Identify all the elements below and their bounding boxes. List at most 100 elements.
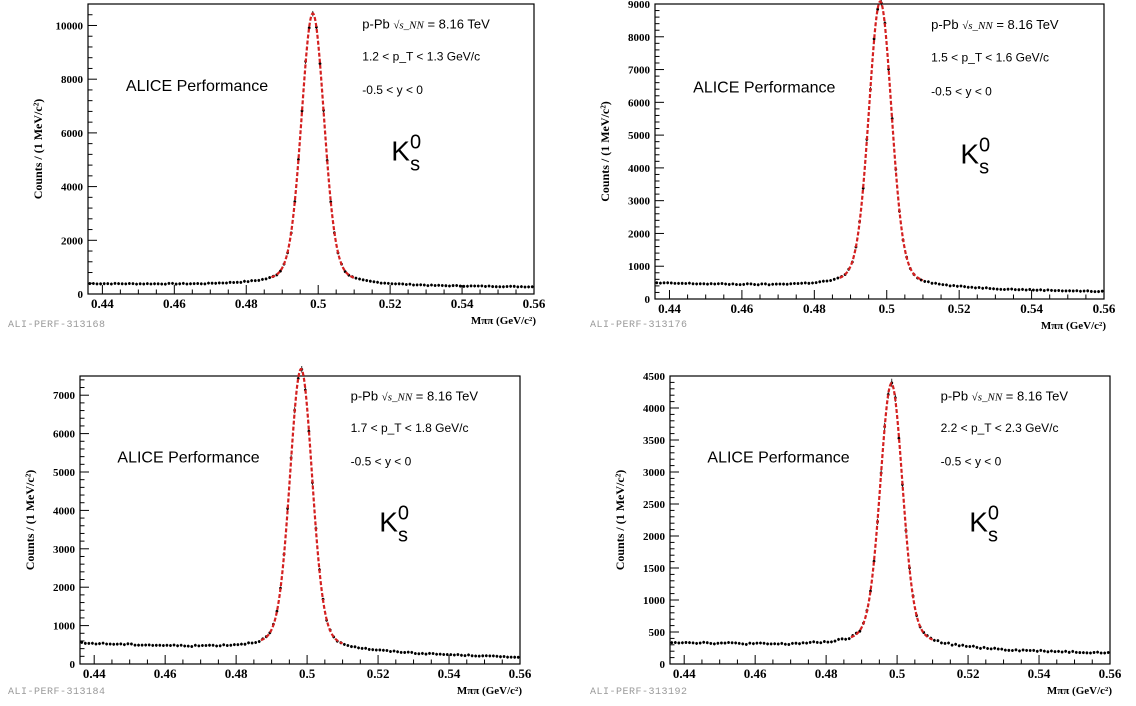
- data-point: [1085, 651, 1089, 655]
- data-point: [1096, 650, 1099, 654]
- data-point: [161, 644, 165, 647]
- y-axis-label: Counts / (1 MeV/c²): [23, 470, 37, 571]
- data-point: [727, 641, 730, 644]
- data-point: [1021, 288, 1024, 291]
- data-point: [1028, 288, 1032, 291]
- data-point: [1003, 648, 1007, 652]
- energy-symbol: √s_NN: [382, 391, 413, 403]
- data-point: [1106, 651, 1110, 654]
- data-point: [800, 281, 804, 285]
- data-point: [833, 639, 837, 643]
- data-point: [709, 282, 713, 286]
- data-point: [959, 284, 963, 288]
- x-axis: 0.44 0.46 0.48 0.5 0.52 0.54 0.56: [91, 285, 546, 311]
- data-point: [759, 641, 762, 645]
- y-tick-label: 7000: [628, 65, 651, 77]
- data-point: [1075, 289, 1079, 293]
- plot-frame: [79, 375, 521, 665]
- data-point: [137, 643, 140, 647]
- data-point: [174, 282, 178, 286]
- data-point: [88, 282, 92, 285]
- data-point: [169, 644, 172, 647]
- data-point: [474, 654, 478, 658]
- data-point: [257, 640, 261, 643]
- data-point: [684, 282, 688, 285]
- y-tick-label: 4000: [61, 182, 84, 194]
- x-tick-label: 0.44: [91, 296, 114, 311]
- data-point: [940, 641, 943, 645]
- y-tick-label: 4500: [643, 371, 666, 383]
- data-point: [516, 655, 520, 659]
- collision-text: p-Pb √s_NN = 8.16 TeV: [362, 17, 490, 32]
- y-tick-label: 9000: [628, 0, 651, 11]
- pt-range-label: 2.2 < p_T < 2.3 GeV/c: [941, 421, 1059, 435]
- data-point: [762, 641, 766, 645]
- x-tick-label: 0.46: [154, 666, 177, 681]
- data-point: [383, 281, 387, 285]
- data-point: [376, 280, 379, 284]
- data-point: [452, 653, 456, 657]
- energy-value: = 8.16 TeV: [1002, 388, 1068, 403]
- data-point: [502, 285, 505, 289]
- data-point: [698, 282, 702, 286]
- data-point: [964, 644, 968, 648]
- data-point: [1067, 650, 1071, 654]
- data-point: [117, 282, 120, 286]
- fit-curve: [260, 367, 344, 645]
- data-point: [926, 280, 930, 284]
- data-point: [751, 642, 755, 646]
- data-point: [695, 642, 699, 645]
- y-tick-label: 1000: [628, 261, 651, 273]
- data-point: [210, 281, 214, 285]
- data-point: [702, 282, 706, 286]
- data-point: [247, 641, 250, 645]
- data-point: [737, 641, 741, 645]
- data-point: [1053, 289, 1057, 293]
- data-point: [520, 285, 523, 289]
- data-point: [419, 283, 423, 287]
- x-tick-label: 0.46: [744, 666, 767, 681]
- data-point: [1092, 651, 1096, 654]
- y-axis: 0 500 1000 1500 2000 2500 3000 3500 4000 4500: [643, 371, 679, 671]
- y-tick-label: 1000: [643, 595, 666, 607]
- data-point: [782, 282, 785, 286]
- data-point: [1050, 649, 1053, 653]
- energy-value: = 8.16 TeV: [993, 17, 1059, 32]
- data-point: [467, 653, 470, 657]
- particle-subscript: s: [410, 154, 420, 176]
- x-tick-label: 0.52: [379, 296, 402, 311]
- data-point: [844, 637, 848, 641]
- data-point: [1046, 288, 1050, 292]
- data-point: [246, 280, 250, 284]
- data-point: [192, 282, 196, 286]
- data-point: [984, 286, 988, 290]
- data-point: [379, 281, 383, 285]
- data-point: [745, 282, 749, 286]
- data-point: [945, 283, 948, 287]
- data-point: [415, 283, 419, 287]
- data-point: [684, 641, 688, 644]
- data-point: [156, 282, 160, 286]
- data-point: [193, 643, 197, 647]
- data-point: [426, 284, 430, 288]
- data-point: [438, 652, 442, 656]
- data-point: [970, 285, 974, 289]
- data-point: [456, 653, 460, 656]
- y-tick-label: 5000: [53, 467, 76, 479]
- data-point: [466, 284, 469, 288]
- y-tick-label: 0: [78, 289, 84, 301]
- data-point: [158, 643, 162, 647]
- rapidity-label: -0.5 < y < 0: [941, 454, 1002, 468]
- data-point: [138, 282, 142, 286]
- y-tick-label: 3000: [643, 467, 666, 479]
- y-tick-label: 6000: [61, 128, 84, 140]
- data-point: [1032, 648, 1036, 652]
- data-point: [512, 284, 516, 288]
- data-point: [151, 643, 155, 647]
- data-point: [709, 642, 713, 645]
- data-point: [687, 281, 691, 285]
- data-point: [435, 652, 439, 656]
- data-point: [735, 283, 738, 286]
- data-point: [766, 642, 769, 646]
